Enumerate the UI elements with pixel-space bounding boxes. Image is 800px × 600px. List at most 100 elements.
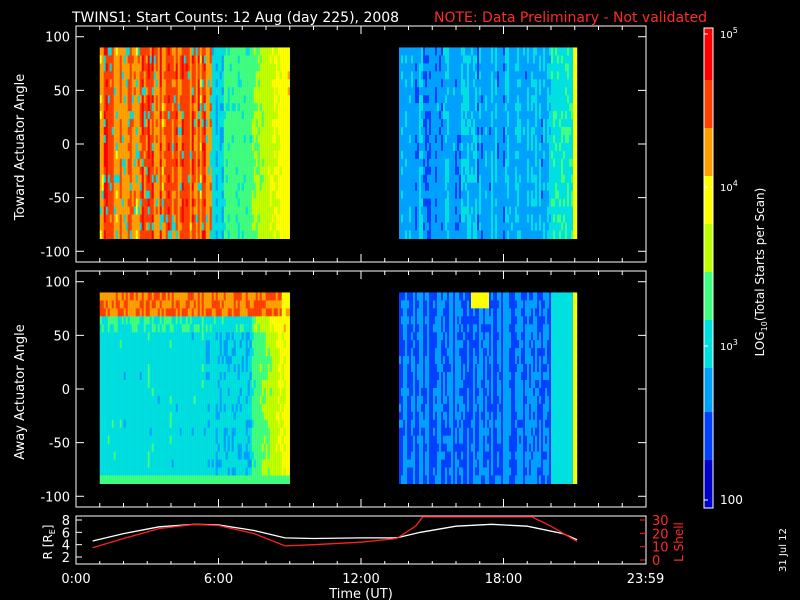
heatmap-cell <box>229 230 232 239</box>
heatmap-cell <box>253 198 256 208</box>
heatmap-cell <box>131 467 134 477</box>
heatmap-cell <box>195 142 198 152</box>
heatmap-cell <box>169 55 172 64</box>
heatmap-cell <box>433 150 436 160</box>
heatmap-cell <box>109 411 112 421</box>
heatmap-cell <box>121 55 124 64</box>
heatmap-cell <box>279 174 282 184</box>
heatmap-cell <box>103 182 106 192</box>
heatmap-cell <box>99 103 102 112</box>
heatmap-cell <box>135 103 138 112</box>
heatmap-cell <box>277 63 280 72</box>
heatmap-cell <box>181 87 184 96</box>
heatmap-cell <box>133 222 136 232</box>
heatmap-cell <box>99 230 102 239</box>
heatmap-cell <box>137 190 140 200</box>
heatmap-cell <box>125 459 128 469</box>
heatmap-cell <box>425 134 428 144</box>
heatmap-cell <box>213 119 216 128</box>
heatmap-cell <box>221 206 224 216</box>
heatmap-cell <box>105 95 108 104</box>
heatmap-cell <box>499 71 502 80</box>
heatmap-cell <box>529 158 532 168</box>
heatmap-cell <box>463 214 466 224</box>
heatmap-cell <box>251 71 254 80</box>
heatmap-cell <box>253 87 256 96</box>
heatmap-cell <box>199 87 202 96</box>
heatmap-cell <box>201 55 204 64</box>
heatmap-cell <box>529 166 532 176</box>
heatmap-cell <box>419 71 422 80</box>
heatmap-cell <box>283 166 286 176</box>
heatmap-cell <box>525 158 528 168</box>
heatmap-cell <box>115 198 118 208</box>
heatmap-cell <box>277 158 280 168</box>
heatmap-cell <box>513 63 516 72</box>
heatmap-cell <box>131 292 134 302</box>
heatmap-cell <box>153 214 156 224</box>
heatmap-cell <box>553 158 556 168</box>
heatmap-cell <box>415 71 418 80</box>
heatmap-cell <box>559 55 562 64</box>
heatmap-cell <box>447 158 450 168</box>
heatmap-cell <box>429 174 432 184</box>
heatmap-cell <box>407 87 410 96</box>
heatmap-cell <box>407 127 410 136</box>
heatmap-cell <box>439 55 442 64</box>
heatmap-cell <box>245 142 248 152</box>
heatmap-cell <box>281 134 284 144</box>
heatmap-cell <box>401 182 404 192</box>
heatmap-cell <box>137 142 140 152</box>
heatmap-cell <box>135 47 138 57</box>
heatmap-cell <box>243 87 246 96</box>
heatmap-cell <box>483 182 486 192</box>
heatmap-cell <box>453 71 456 80</box>
heatmap-cell <box>251 182 254 192</box>
heatmap-cell <box>243 190 246 200</box>
heatmap-cell <box>433 71 436 80</box>
heatmap-cell <box>101 372 104 381</box>
heatmap-cell <box>111 103 114 112</box>
heatmap-cell <box>123 419 126 429</box>
heatmap-cell <box>173 166 176 176</box>
heatmap-cell <box>251 111 254 120</box>
heatmap-cell <box>495 47 498 57</box>
heatmap-cell <box>125 63 128 72</box>
heatmap-cell <box>187 127 190 136</box>
heatmap-cell <box>455 111 458 120</box>
heatmap-cell <box>231 150 234 160</box>
heatmap-cell <box>455 79 458 88</box>
heatmap-cell <box>165 198 168 208</box>
heatmap-cell <box>283 182 286 192</box>
heatmap-cell <box>497 166 500 176</box>
heatmap-cell <box>287 119 290 128</box>
heatmap-cell <box>565 79 568 88</box>
heatmap-cell <box>125 324 128 333</box>
heatmap-cell <box>563 119 566 128</box>
heatmap-cell <box>137 451 140 461</box>
heatmap-cell <box>239 55 242 64</box>
heatmap-cell <box>537 79 540 88</box>
heatmap-cell <box>553 79 556 88</box>
heatmap-cell <box>557 174 560 184</box>
heatmap-cell <box>501 95 504 104</box>
heatmap-cell <box>165 71 168 80</box>
heatmap-cell <box>539 71 542 80</box>
heatmap-cell <box>231 55 234 64</box>
heatmap-cell <box>441 166 444 176</box>
heatmap-cell <box>177 127 180 136</box>
heatmap-cell <box>109 395 112 405</box>
heatmap-cell <box>515 182 518 192</box>
heatmap-cell <box>247 214 250 224</box>
heatmap-cell <box>211 47 214 57</box>
heatmap-cell <box>469 95 472 104</box>
heatmap-cell <box>507 47 510 57</box>
heatmap-cell <box>245 198 248 208</box>
heatmap-cell <box>213 63 216 72</box>
heatmap-cell <box>489 119 492 128</box>
heatmap-cell <box>489 198 492 208</box>
heatmap-cell <box>227 111 230 120</box>
heatmap-cell <box>193 47 196 57</box>
heatmap-cell <box>257 47 260 57</box>
heatmap-cell <box>485 230 488 239</box>
